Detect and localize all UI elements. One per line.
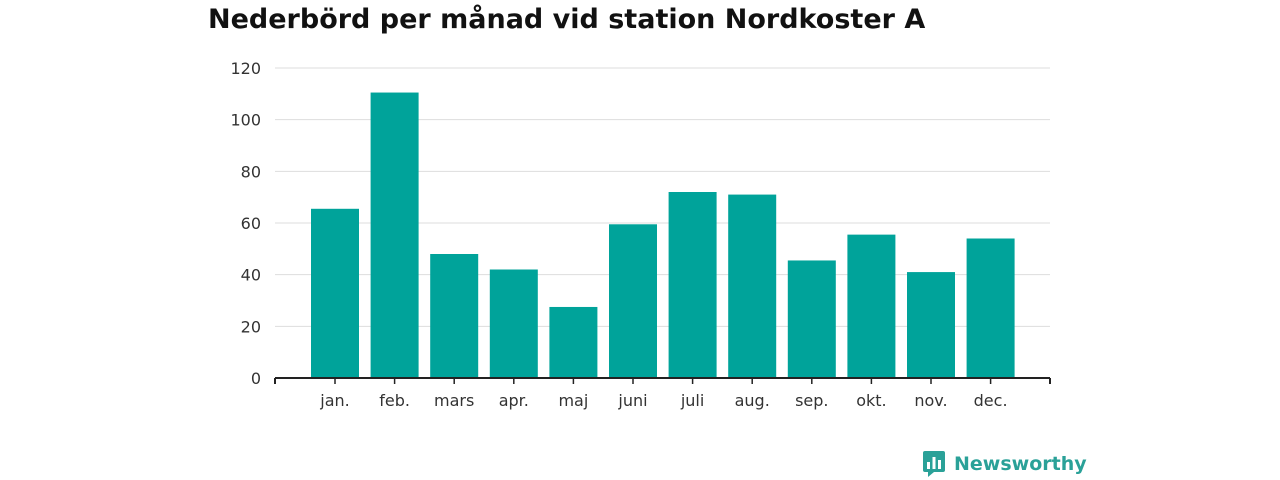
x-tick-label: mars bbox=[434, 391, 474, 410]
y-tick-label: 80 bbox=[241, 162, 261, 181]
bar bbox=[609, 224, 657, 378]
x-tick-label: juli bbox=[680, 391, 704, 410]
bar bbox=[311, 208, 359, 378]
y-tick-label: 120 bbox=[230, 59, 261, 78]
bar bbox=[847, 234, 896, 378]
bar bbox=[966, 238, 1015, 378]
bar bbox=[668, 192, 717, 378]
x-tick-label: maj bbox=[558, 391, 588, 410]
x-tick-label: jan. bbox=[319, 391, 349, 410]
x-tick-label: feb. bbox=[379, 391, 410, 410]
x-tick-label: okt. bbox=[856, 391, 886, 410]
x-tick-label: sep. bbox=[795, 391, 828, 410]
bar bbox=[370, 92, 419, 379]
y-tick-label: 40 bbox=[241, 266, 261, 285]
x-tick-label: aug. bbox=[735, 391, 770, 410]
bar bbox=[549, 306, 598, 378]
x-tick-label: dec. bbox=[974, 391, 1008, 410]
bar bbox=[489, 269, 538, 378]
y-tick-label: 100 bbox=[230, 111, 261, 130]
y-axis-ticks: 0 20 40 60 80 100 120 bbox=[230, 59, 261, 388]
brand[interactable]: Newsworthy bbox=[922, 450, 1087, 478]
newsworthy-logo-icon bbox=[923, 451, 945, 477]
brand-name: Newsworthy bbox=[954, 453, 1087, 475]
x-tick-label: nov. bbox=[914, 391, 947, 410]
bar bbox=[787, 260, 836, 378]
chart-title: Nederbörd per månad vid station Nordkost… bbox=[208, 4, 926, 35]
bar bbox=[430, 254, 479, 378]
x-tick-label: apr. bbox=[499, 391, 529, 410]
bars bbox=[311, 92, 1015, 379]
y-tick-label: 0 bbox=[251, 369, 261, 388]
bar bbox=[907, 272, 955, 378]
x-tick-label: juni bbox=[617, 391, 647, 410]
x-axis bbox=[274, 377, 1051, 384]
y-tick-label: 20 bbox=[241, 317, 261, 336]
x-axis-ticks: jan. feb. mars apr. maj juni juli aug. sep. okt. n… bbox=[319, 378, 1008, 410]
bar bbox=[728, 194, 777, 378]
y-tick-label: 60 bbox=[241, 214, 261, 233]
